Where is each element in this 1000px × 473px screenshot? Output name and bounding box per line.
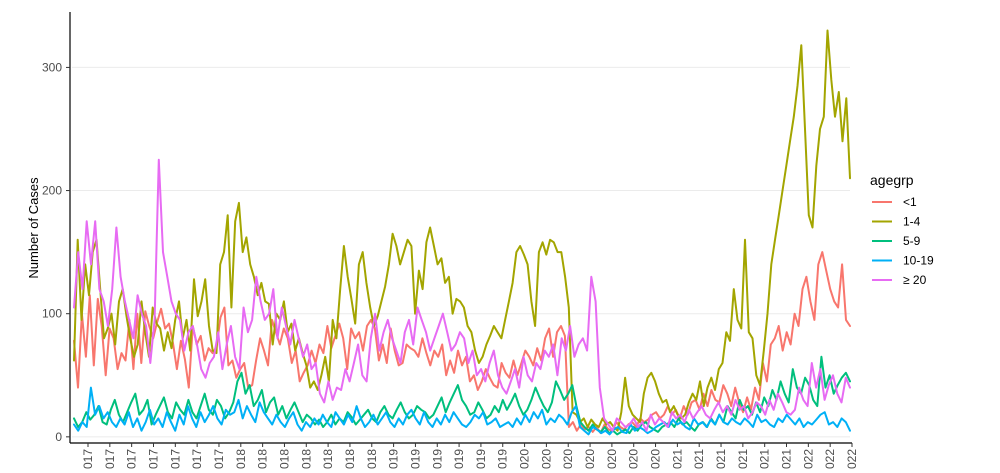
legend-label: ≥ 20 — [903, 273, 927, 287]
y-tick-label: 100 — [42, 307, 62, 321]
x-tick-label: 019 — [387, 449, 401, 469]
x-tick-label: 017 — [168, 449, 182, 469]
legend-label: <1 — [903, 195, 917, 209]
y-tick-label: 300 — [42, 60, 62, 74]
x-tick-label: 017 — [125, 449, 139, 469]
x-tick-label: 022 — [801, 449, 815, 469]
x-tick-label: 020 — [561, 449, 575, 469]
legend-label: 5-9 — [903, 234, 921, 248]
x-tick-label: 018 — [343, 449, 357, 469]
x-tick-label: 022 — [823, 449, 837, 469]
x-tick-label: 019 — [408, 449, 422, 469]
y-tick-labels: 0 100 200 300 — [42, 60, 70, 444]
x-tick-label: 022 — [845, 449, 859, 469]
series-line-0 — [73, 251, 851, 435]
x-tick-label: 017 — [103, 449, 117, 469]
x-tick-label: 018 — [299, 449, 313, 469]
y-tick-label: 0 — [55, 430, 62, 444]
gridlines — [72, 66, 850, 438]
x-tick-label: 019 — [452, 449, 466, 469]
x-tick-label: 018 — [256, 449, 270, 469]
x-tick-label: 017 — [190, 449, 204, 469]
x-tick-label: 020 — [539, 449, 553, 469]
x-tick-label: 017 — [146, 449, 160, 469]
legend-title: agegrp — [870, 172, 914, 188]
x-tick-label: 018 — [277, 449, 291, 469]
axes — [69, 12, 852, 444]
x-tick-label: 021 — [670, 449, 684, 469]
x-tick-label: 017 — [212, 449, 226, 469]
x-tick-label: 018 — [321, 449, 335, 469]
x-tick-label: 020 — [518, 449, 532, 469]
x-tick-label: 019 — [474, 449, 488, 469]
y-axis-title: Number of Cases — [26, 177, 41, 279]
x-tick-label: 019 — [496, 449, 510, 469]
series-line-3 — [73, 386, 851, 436]
series-lines — [73, 29, 851, 436]
x-tick-label: 019 — [430, 449, 444, 469]
legend-label: 10-19 — [903, 254, 934, 268]
x-tick-label: 021 — [736, 449, 750, 469]
x-tick-label: 020 — [627, 449, 641, 469]
x-tick-label: 021 — [692, 449, 706, 469]
x-tick-label: 020 — [583, 449, 597, 469]
legend: agegrp <1 1-4 5-9 10-19 ≥ 20 — [870, 172, 934, 287]
x-tick-label: 020 — [649, 449, 663, 469]
x-tick-label: 018 — [365, 449, 379, 469]
x-tick-label: 021 — [780, 449, 794, 469]
x-tick-label: 018 — [234, 449, 248, 469]
x-tick-label: 021 — [758, 449, 772, 469]
series-line-4 — [73, 158, 851, 432]
y-tick-label: 200 — [42, 184, 62, 198]
x-tick-labels: 017 017 017 017 017 017 017 018 018 018 018 018 018 0… — [81, 443, 859, 469]
series-line-1 — [73, 29, 851, 432]
legend-label: 1-4 — [903, 215, 921, 229]
x-tick-label: 017 — [81, 449, 95, 469]
x-tick-label: 021 — [714, 449, 728, 469]
x-tick-label: 020 — [605, 449, 619, 469]
